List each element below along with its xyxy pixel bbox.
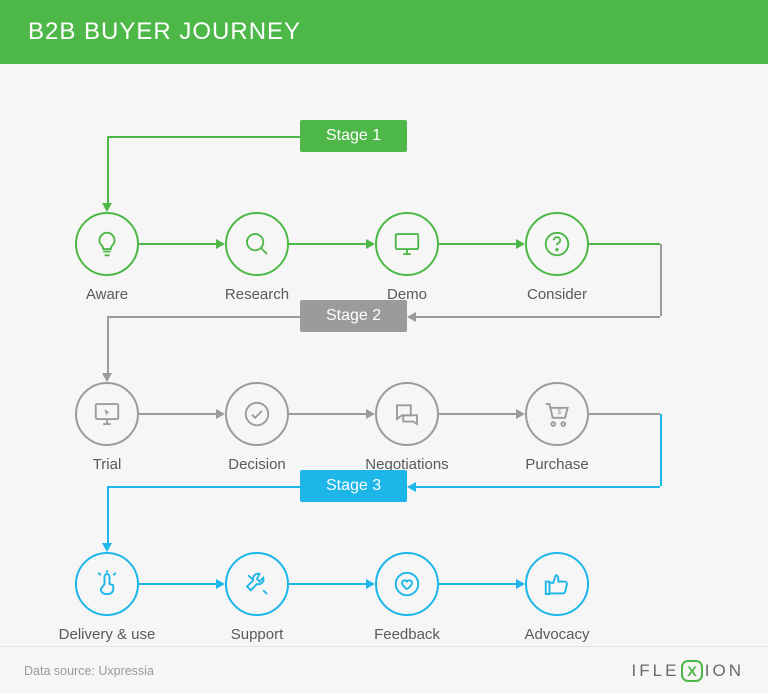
node-purchase: $: [525, 382, 589, 446]
connector: [589, 413, 660, 415]
header-bar: B2B BUYER JOURNEY: [0, 0, 768, 64]
node-delivery: [75, 552, 139, 616]
connector: [289, 413, 369, 415]
search-icon: [242, 229, 272, 259]
connector: [107, 486, 300, 488]
node-label-purchase: Purchase: [487, 456, 627, 473]
thumbs-icon: [542, 569, 572, 599]
arrow-icon: [102, 543, 112, 552]
node-demo: [375, 212, 439, 276]
connector: [410, 486, 660, 488]
footer-bar: Data source: Uxpressia IFLE X ION: [0, 646, 768, 694]
arrow-icon: [216, 579, 225, 589]
stage-label-3: Stage 3: [300, 470, 407, 502]
diagram-body: Stage 1AwareResearchDemoConsiderStage 2T…: [0, 64, 768, 646]
diagram-frame: B2B BUYER JOURNEY Stage 1AwareResearchDe…: [0, 0, 768, 694]
arrow-icon: [102, 203, 112, 212]
stage-label-2: Stage 2: [300, 300, 407, 332]
arrow-icon: [407, 312, 416, 322]
connector: [410, 316, 660, 318]
connector: [139, 583, 219, 585]
node-consider: [525, 212, 589, 276]
connector: [660, 414, 662, 486]
connector: [289, 583, 369, 585]
arrow-icon: [366, 239, 375, 249]
question-icon: [542, 229, 572, 259]
tools-icon: [242, 569, 272, 599]
connector: [660, 244, 662, 316]
connector: [439, 243, 519, 245]
connector: [439, 583, 519, 585]
connector: [107, 136, 109, 208]
monitor-icon: [392, 229, 422, 259]
node-feedback: [375, 552, 439, 616]
connector: [107, 486, 109, 548]
arrow-icon: [407, 482, 416, 492]
connector: [589, 243, 660, 245]
stage-label-1: Stage 1: [300, 120, 407, 152]
chat-icon: [392, 399, 422, 429]
connector: [439, 413, 519, 415]
arrow-icon: [216, 409, 225, 419]
connector: [139, 243, 219, 245]
node-label-advocacy: Advocacy: [487, 626, 627, 643]
bulb-icon: [92, 229, 122, 259]
arrow-icon: [216, 239, 225, 249]
node-trial: [75, 382, 139, 446]
node-aware: [75, 212, 139, 276]
node-label-delivery: Delivery & use: [37, 626, 177, 643]
brand-logo: IFLE X ION: [632, 660, 744, 682]
arrow-icon: [102, 373, 112, 382]
node-negotiations: [375, 382, 439, 446]
arrow-icon: [366, 579, 375, 589]
connector: [107, 136, 300, 138]
node-research: [225, 212, 289, 276]
footer-source: Data source: Uxpressia: [24, 664, 154, 678]
cart-icon: $: [542, 399, 572, 429]
connector: [107, 316, 300, 318]
node-label-consider: Consider: [487, 286, 627, 303]
heart-icon: [392, 569, 422, 599]
brand-text-right: ION: [705, 661, 744, 681]
brand-mark: X: [681, 660, 702, 682]
brand-text-left: IFLE: [632, 661, 680, 681]
arrow-icon: [516, 239, 525, 249]
arrow-icon: [516, 579, 525, 589]
check-icon: [242, 399, 272, 429]
tap-icon: [92, 569, 122, 599]
connector: [139, 413, 219, 415]
node-label-feedback: Feedback: [337, 626, 477, 643]
monitor-click-icon: [92, 399, 122, 429]
arrow-icon: [366, 409, 375, 419]
connector: [289, 243, 369, 245]
node-support: [225, 552, 289, 616]
node-label-support: Support: [187, 626, 327, 643]
node-label-aware: Aware: [37, 286, 177, 303]
connector: [107, 316, 109, 378]
node-decision: [225, 382, 289, 446]
node-advocacy: [525, 552, 589, 616]
header-title: B2B BUYER JOURNEY: [28, 18, 301, 46]
node-label-trial: Trial: [37, 456, 177, 473]
arrow-icon: [516, 409, 525, 419]
